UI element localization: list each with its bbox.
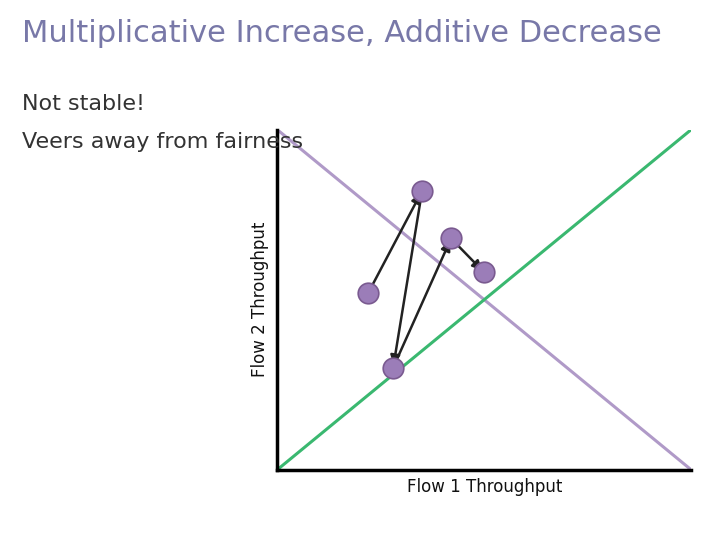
Point bbox=[362, 288, 374, 297]
Text: 41: 41 bbox=[697, 526, 709, 536]
Text: Not stable!: Not stable! bbox=[22, 94, 145, 114]
Y-axis label: Flow 2 Throughput: Flow 2 Throughput bbox=[251, 222, 269, 377]
Text: Multiplicative Increase, Additive Decrease: Multiplicative Increase, Additive Decrea… bbox=[22, 19, 662, 48]
Point bbox=[416, 186, 428, 195]
X-axis label: Flow 1 Throughput: Flow 1 Throughput bbox=[407, 478, 562, 496]
Point bbox=[478, 268, 490, 277]
Text: Veers away from fairness: Veers away from fairness bbox=[22, 132, 302, 152]
Point bbox=[387, 363, 399, 372]
Point bbox=[445, 234, 456, 243]
